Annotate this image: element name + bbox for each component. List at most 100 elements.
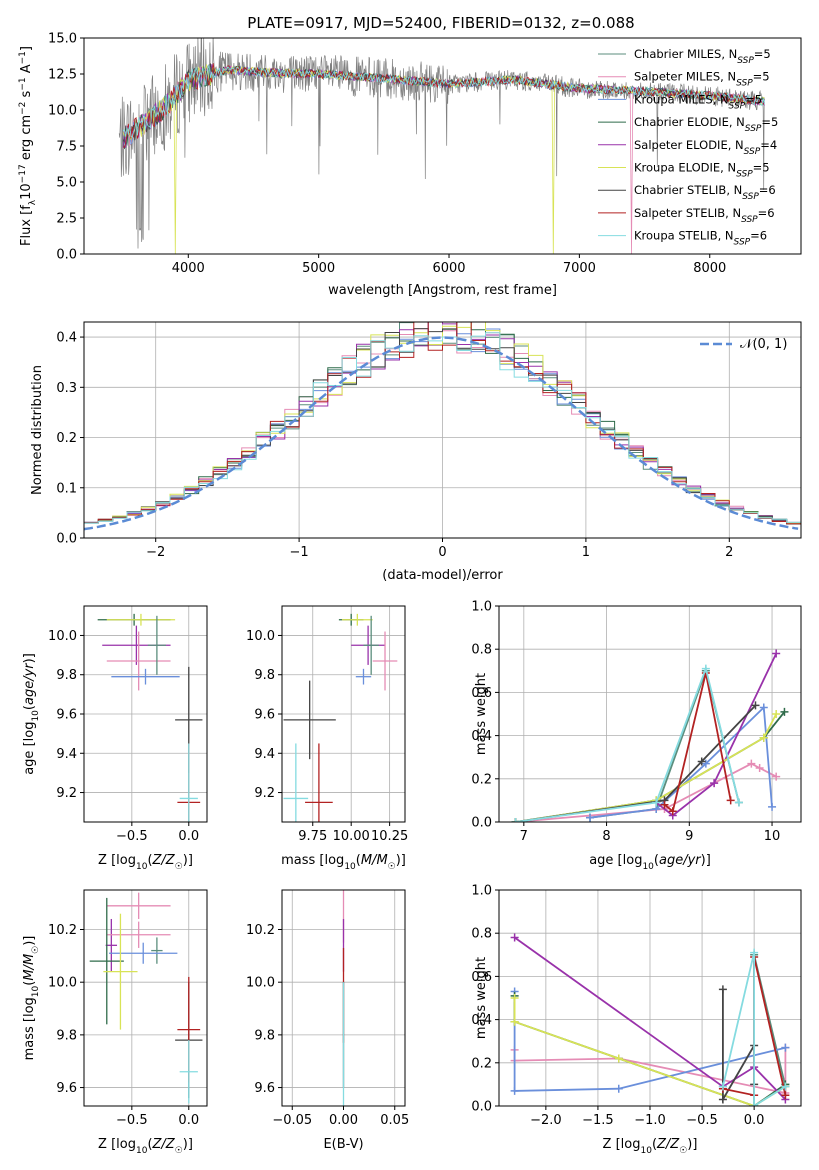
x-tick-label: −1.5 — [582, 1113, 614, 1128]
legend-count: =5 — [753, 161, 770, 175]
legend-name: Kroupa MILES, N — [634, 92, 729, 106]
y-tick-label: 9.4 — [56, 747, 77, 762]
weight-marker — [668, 807, 677, 816]
mass-vs-Z-frame — [83, 889, 208, 1107]
mass-vs-EBV-x-axis-label: E(B-V) — [323, 1137, 363, 1152]
y-tick-label: 9.6 — [254, 1081, 275, 1096]
label-part: mass weight — [474, 957, 489, 1039]
label-part: M/M — [22, 954, 37, 981]
label-part: λ — [28, 199, 38, 205]
residuals-x-axis-label: (data-model)/error — [382, 568, 503, 583]
legend-name: Chabrier MILES, N — [634, 47, 737, 61]
legend-name: Kroupa ELODIE, N — [634, 161, 736, 175]
y-tick-label: 9.6 — [254, 708, 275, 723]
y-tick-label: 10.0 — [246, 976, 275, 991]
weight-marker — [759, 733, 768, 742]
label-part: )] — [22, 653, 37, 663]
weight-marker — [781, 1091, 790, 1100]
label-part: erg cm — [19, 115, 34, 164]
y-tick-label: 10.0 — [48, 976, 77, 991]
label-part: ☉ — [388, 862, 396, 872]
legend-label: Chabrier ELODIE, NSSP=5 — [634, 115, 778, 134]
age-vs-Z-x-axis-label: Z [log10(Z/Z☉)] — [98, 853, 193, 872]
weight-marker — [781, 1043, 790, 1052]
label-part: ☉ — [31, 946, 41, 954]
model-spectrum-line — [122, 64, 765, 139]
residual-histogram — [84, 322, 801, 524]
y-tick-label: 0.6 — [471, 686, 492, 701]
legend-sub: SSP — [745, 124, 762, 134]
label-part: (data-model)/error — [382, 568, 503, 583]
weight-marker — [710, 779, 719, 788]
x-tick-label: −0.5 — [686, 1113, 718, 1128]
weight-marker — [652, 798, 661, 807]
label-part: Z [log — [603, 1137, 641, 1152]
label-part: age/yr — [659, 853, 702, 868]
label-part: Z/Z — [152, 853, 176, 868]
weight-marker — [734, 798, 743, 807]
x-tick-label: −1 — [290, 545, 309, 560]
weight-line — [655, 653, 778, 817]
label-part: )] — [183, 1137, 193, 1152]
weight-marker — [747, 759, 756, 768]
y-tick-label: 0.2 — [471, 772, 492, 787]
mass-vs-Z-x-axis-label: Z [log10(Z/Z☉)] — [98, 1137, 193, 1156]
label-part: ( — [147, 853, 152, 868]
x-tick-label: 0.0 — [178, 829, 199, 844]
x-tick-label: 1 — [582, 545, 590, 560]
y-tick-label: 0.1 — [56, 481, 77, 496]
legend-label: Kroupa ELODIE, NSSP=5 — [634, 161, 770, 180]
y-tick-label: 0.8 — [471, 643, 492, 658]
label-part: s — [19, 90, 34, 101]
y-tick-label: 1.0 — [471, 600, 492, 615]
y-tick-label: 0.4 — [56, 331, 77, 346]
y-tick-label: 0.0 — [471, 1100, 492, 1115]
label-part: −1 — [18, 77, 28, 90]
x-tick-label: −2.0 — [530, 1113, 562, 1128]
label-part: 10 — [31, 985, 41, 997]
normal-reference-curve — [84, 336, 799, 531]
legend-count: =6 — [759, 183, 776, 197]
weight-marker — [780, 707, 789, 716]
y-tick-label: 10.2 — [48, 923, 77, 938]
label-part: −1 — [18, 51, 28, 64]
weight-marker — [701, 759, 710, 768]
label-part: ☉ — [175, 862, 183, 872]
weight-marker — [751, 701, 760, 710]
y-tick-label: 0.3 — [56, 381, 77, 396]
x-tick-label: 0 — [438, 545, 446, 560]
y-tick-label: 9.2 — [56, 786, 77, 801]
x-tick-label: 10.00 — [333, 829, 370, 844]
y-tick-label: 0.4 — [471, 729, 492, 744]
x-tick-label: 0.05 — [380, 1113, 409, 1128]
y-tick-label: 10.2 — [246, 923, 275, 938]
legend-sub: SSP — [737, 56, 754, 66]
y-tick-label: 0.0 — [56, 248, 77, 263]
weight-vs-age-x-axis-label: age [log10(age/yr)] — [589, 853, 711, 872]
figure-title: PLATE=0917, MJD=52400, FIBERID=0132, z=0… — [247, 14, 634, 32]
label-part: Z [log — [98, 853, 136, 868]
label-part: ( — [652, 1137, 657, 1152]
legend-label: Kroupa STELIB, NSSP=6 — [634, 229, 767, 248]
weight-marker — [781, 1082, 790, 1091]
label-part: ( — [356, 853, 361, 868]
x-tick-label: 0.0 — [744, 1113, 765, 1128]
label-part: E(B-V) — [323, 1137, 363, 1152]
label-part: ( — [22, 705, 37, 710]
weight-line — [513, 991, 786, 1092]
y-tick-label: 5.0 — [56, 176, 77, 191]
reference-legend-label: 𝒩(0, 1) — [740, 337, 787, 352]
y-tick-label: 0.2 — [471, 1056, 492, 1071]
label-part: ( — [147, 1137, 152, 1152]
y-tick-label: 0.6 — [471, 970, 492, 985]
y-tick-label: 7.5 — [56, 140, 77, 155]
label-part: )] — [183, 853, 193, 868]
label-part: )] — [701, 853, 711, 868]
residuals-y-axis-label: Normed distribution — [30, 365, 45, 495]
legend-count: =5 — [754, 47, 771, 61]
weight-marker — [614, 1054, 623, 1063]
mass-vs-Z-y-axis-label: mass [log10(M/M☉)] — [22, 936, 41, 1061]
x-tick-label: 2 — [725, 545, 733, 560]
